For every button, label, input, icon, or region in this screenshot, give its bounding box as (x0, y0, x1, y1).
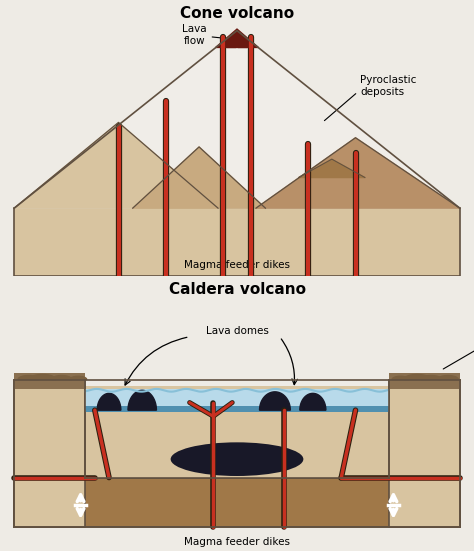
Polygon shape (128, 390, 156, 410)
Text: Lava domes: Lava domes (206, 326, 268, 336)
Polygon shape (14, 122, 218, 208)
Polygon shape (14, 31, 460, 208)
Polygon shape (216, 29, 258, 47)
Text: Pyroclastic
deposits: Pyroclastic deposits (360, 75, 417, 96)
Bar (389, 380, 460, 527)
Text: Magma feeder dikes: Magma feeder dikes (184, 260, 290, 270)
Bar (14, 208, 460, 276)
Polygon shape (227, 41, 236, 47)
Text: Magma feeder dikes: Magma feeder dikes (184, 537, 290, 547)
Bar (14, 374, 85, 389)
Text: Caldera volcano: Caldera volcano (168, 282, 306, 296)
Polygon shape (97, 393, 121, 410)
Polygon shape (29, 375, 56, 380)
Polygon shape (404, 375, 430, 380)
Polygon shape (18, 376, 39, 380)
Bar (85, 389, 389, 410)
Polygon shape (299, 159, 365, 177)
Text: Lava
flow: Lava flow (182, 24, 237, 46)
Polygon shape (256, 138, 460, 208)
Polygon shape (259, 392, 290, 410)
Polygon shape (438, 376, 458, 380)
Bar (14, 478, 460, 527)
Polygon shape (70, 376, 87, 380)
Text: Cone volcano: Cone volcano (180, 6, 294, 21)
Polygon shape (300, 393, 326, 410)
Polygon shape (51, 376, 72, 380)
Bar (14, 380, 85, 527)
Polygon shape (392, 376, 409, 380)
Bar (389, 374, 460, 389)
Ellipse shape (171, 442, 303, 476)
Bar (85, 386, 389, 478)
Polygon shape (238, 41, 247, 47)
Bar (85, 406, 389, 412)
Polygon shape (421, 376, 442, 380)
Polygon shape (133, 147, 265, 208)
